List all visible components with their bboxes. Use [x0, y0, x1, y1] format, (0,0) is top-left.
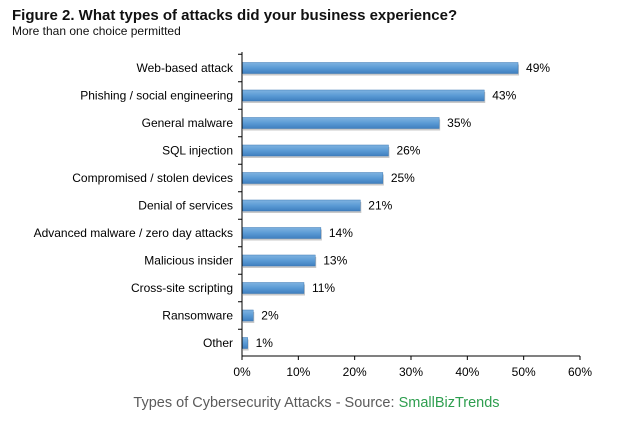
bar [241, 89, 485, 102]
category-label: Compromised / stolen devices [72, 171, 233, 185]
bar [241, 282, 305, 294]
value-label: 25% [391, 171, 415, 185]
caption-text: Types of Cybersecurity Attacks - Source: [133, 395, 399, 411]
category-label: Other [203, 336, 233, 350]
category-label: Malicious insider [144, 254, 233, 268]
value-label: 49% [526, 61, 550, 75]
source-link[interactable]: SmallBizTrends [398, 395, 500, 411]
value-label: 1% [256, 336, 274, 350]
value-label: 35% [447, 116, 471, 130]
bar-chart: Web-based attack 49% Phishing / social eng… [34, 52, 592, 379]
category-label: SQL injection [162, 144, 233, 158]
x-tick-label: 60% [568, 365, 592, 379]
category-label: Advanced malware / zero day attacks [34, 226, 233, 240]
value-label: 11% [312, 281, 335, 295]
bar [241, 117, 440, 129]
category-label: Ransomware [162, 309, 233, 323]
category-label: Phishing / social engineering [80, 89, 233, 103]
value-label: 21% [368, 199, 392, 213]
bar [241, 144, 389, 157]
bar [241, 227, 322, 239]
category-label: General malware [142, 116, 234, 130]
bar [241, 254, 316, 267]
value-label: 14% [329, 226, 353, 240]
x-tick-label: 30% [399, 365, 423, 379]
figure-caption: Types of Cybersecurity Attacks - Source:… [0, 395, 633, 411]
x-tick-label: 10% [286, 365, 310, 379]
value-label: 2% [261, 309, 279, 323]
value-label: 13% [323, 254, 347, 268]
bar [241, 62, 519, 74]
category-label: Web-based attack [137, 61, 234, 75]
x-tick-label: 20% [343, 365, 367, 379]
bar [241, 172, 384, 184]
category-label: Denial of services [138, 199, 233, 213]
value-label: 26% [396, 144, 420, 158]
bars-group: Web-based attack 49% Phishing / social eng… [34, 61, 550, 351]
value-label: 43% [492, 89, 516, 103]
category-label: Cross-site scripting [131, 281, 233, 295]
bar [241, 337, 248, 349]
bar [241, 199, 361, 212]
x-axis: 0% 10% 20% 30% 40% 50% 60% [233, 52, 592, 379]
x-tick-label: 40% [455, 365, 479, 379]
bar [241, 309, 254, 322]
x-tick-label: 0% [233, 365, 251, 379]
x-tick-label: 50% [512, 365, 536, 379]
figure-subtitle: More than one choice permitted [12, 24, 181, 38]
figure-title: Figure 2. What types of attacks did your… [12, 7, 458, 24]
